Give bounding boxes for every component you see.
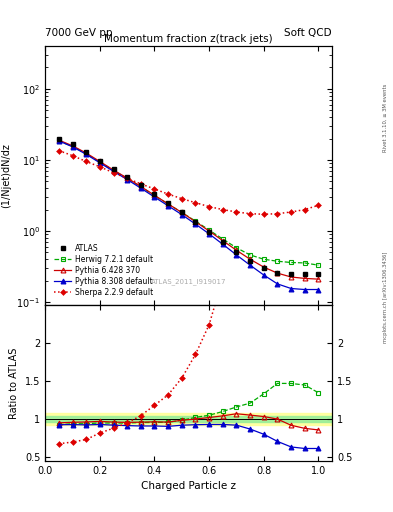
Title: Momentum fraction z(track jets): Momentum fraction z(track jets) bbox=[104, 34, 273, 44]
Text: 7000 GeV pp: 7000 GeV pp bbox=[45, 28, 113, 38]
Text: Soft QCD: Soft QCD bbox=[285, 28, 332, 38]
Legend: ATLAS, Herwig 7.2.1 default, Pythia 6.428 370, Pythia 8.308 default, Sherpa 2.2.: ATLAS, Herwig 7.2.1 default, Pythia 6.42… bbox=[51, 241, 156, 300]
Bar bbox=[45, 416, 332, 422]
Text: mcplots.cern.ch [arXiv:1306.3436]: mcplots.cern.ch [arXiv:1306.3436] bbox=[383, 251, 387, 343]
Y-axis label: Ratio to ATLAS: Ratio to ATLAS bbox=[9, 347, 19, 419]
X-axis label: Charged Particle z: Charged Particle z bbox=[141, 481, 236, 491]
Text: Rivet 3.1.10, ≥ 3M events: Rivet 3.1.10, ≥ 3M events bbox=[383, 83, 387, 152]
Y-axis label: (1/Njet)dN/dz: (1/Njet)dN/dz bbox=[1, 143, 11, 208]
Text: ATLAS_2011_I919017: ATLAS_2011_I919017 bbox=[151, 279, 226, 285]
Bar bbox=[45, 413, 332, 425]
